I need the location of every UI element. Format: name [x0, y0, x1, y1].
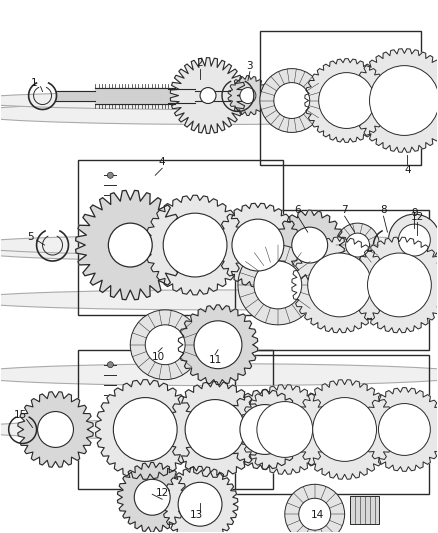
Circle shape [108, 223, 152, 267]
Polygon shape [178, 305, 258, 385]
Circle shape [238, 245, 318, 325]
Text: 4: 4 [159, 157, 166, 167]
Circle shape [313, 398, 377, 462]
Ellipse shape [0, 235, 438, 255]
Ellipse shape [0, 92, 438, 109]
Circle shape [260, 69, 324, 132]
Circle shape [38, 411, 74, 447]
Ellipse shape [0, 102, 438, 124]
Text: 11: 11 [208, 354, 222, 365]
Text: 15: 15 [14, 409, 27, 419]
Circle shape [130, 310, 200, 379]
Bar [235, 355, 429, 494]
Polygon shape [145, 195, 245, 295]
Text: 7: 7 [341, 205, 348, 215]
Text: 3: 3 [247, 61, 253, 71]
Circle shape [292, 227, 328, 263]
Text: 1: 1 [31, 78, 38, 87]
Text: 2: 2 [197, 58, 203, 68]
Circle shape [107, 172, 113, 178]
Circle shape [113, 398, 177, 462]
Text: 13: 13 [190, 510, 203, 520]
Polygon shape [240, 385, 329, 474]
Polygon shape [305, 59, 389, 142]
Text: 5: 5 [27, 232, 34, 242]
Text: 4: 4 [404, 165, 411, 175]
Bar [78, 160, 283, 315]
Circle shape [240, 87, 256, 103]
Circle shape [336, 223, 379, 267]
Circle shape [240, 405, 290, 455]
Circle shape [319, 72, 374, 128]
Bar [78, 350, 273, 489]
Circle shape [299, 498, 331, 530]
Circle shape [232, 219, 284, 271]
Bar [235, 210, 429, 350]
Circle shape [378, 403, 430, 455]
Text: 6: 6 [294, 205, 301, 215]
Bar [260, 31, 421, 165]
Polygon shape [353, 49, 438, 152]
Polygon shape [228, 76, 268, 116]
Text: 10: 10 [152, 352, 165, 362]
Polygon shape [352, 237, 438, 333]
Circle shape [185, 400, 245, 459]
Circle shape [254, 261, 302, 309]
Polygon shape [95, 379, 195, 479]
Polygon shape [216, 203, 300, 287]
Circle shape [308, 253, 371, 317]
Text: 12: 12 [411, 212, 424, 222]
Circle shape [367, 253, 431, 317]
Circle shape [346, 233, 370, 257]
Text: 8: 8 [380, 205, 387, 215]
Text: 14: 14 [311, 510, 324, 520]
Text: 12: 12 [155, 488, 169, 498]
Polygon shape [170, 58, 246, 133]
Circle shape [200, 87, 216, 103]
Polygon shape [76, 190, 185, 300]
Circle shape [389, 214, 438, 266]
Circle shape [107, 362, 113, 368]
Circle shape [134, 479, 170, 515]
Polygon shape [363, 387, 438, 471]
Circle shape [370, 66, 438, 135]
Circle shape [163, 213, 227, 277]
Bar [350, 496, 379, 524]
Polygon shape [292, 237, 387, 333]
Polygon shape [275, 210, 344, 280]
Circle shape [145, 325, 185, 365]
Polygon shape [18, 392, 93, 467]
Polygon shape [225, 390, 304, 470]
Circle shape [257, 401, 313, 457]
Circle shape [399, 224, 430, 256]
Polygon shape [117, 463, 187, 532]
Circle shape [285, 484, 345, 533]
Polygon shape [162, 466, 238, 533]
Circle shape [178, 482, 222, 526]
Circle shape [194, 321, 242, 369]
Polygon shape [295, 379, 394, 479]
Ellipse shape [0, 290, 438, 310]
Text: 9: 9 [411, 208, 418, 218]
Polygon shape [167, 382, 263, 477]
Ellipse shape [0, 419, 438, 439]
Ellipse shape [0, 239, 438, 261]
Circle shape [274, 83, 310, 118]
Ellipse shape [0, 364, 438, 385]
